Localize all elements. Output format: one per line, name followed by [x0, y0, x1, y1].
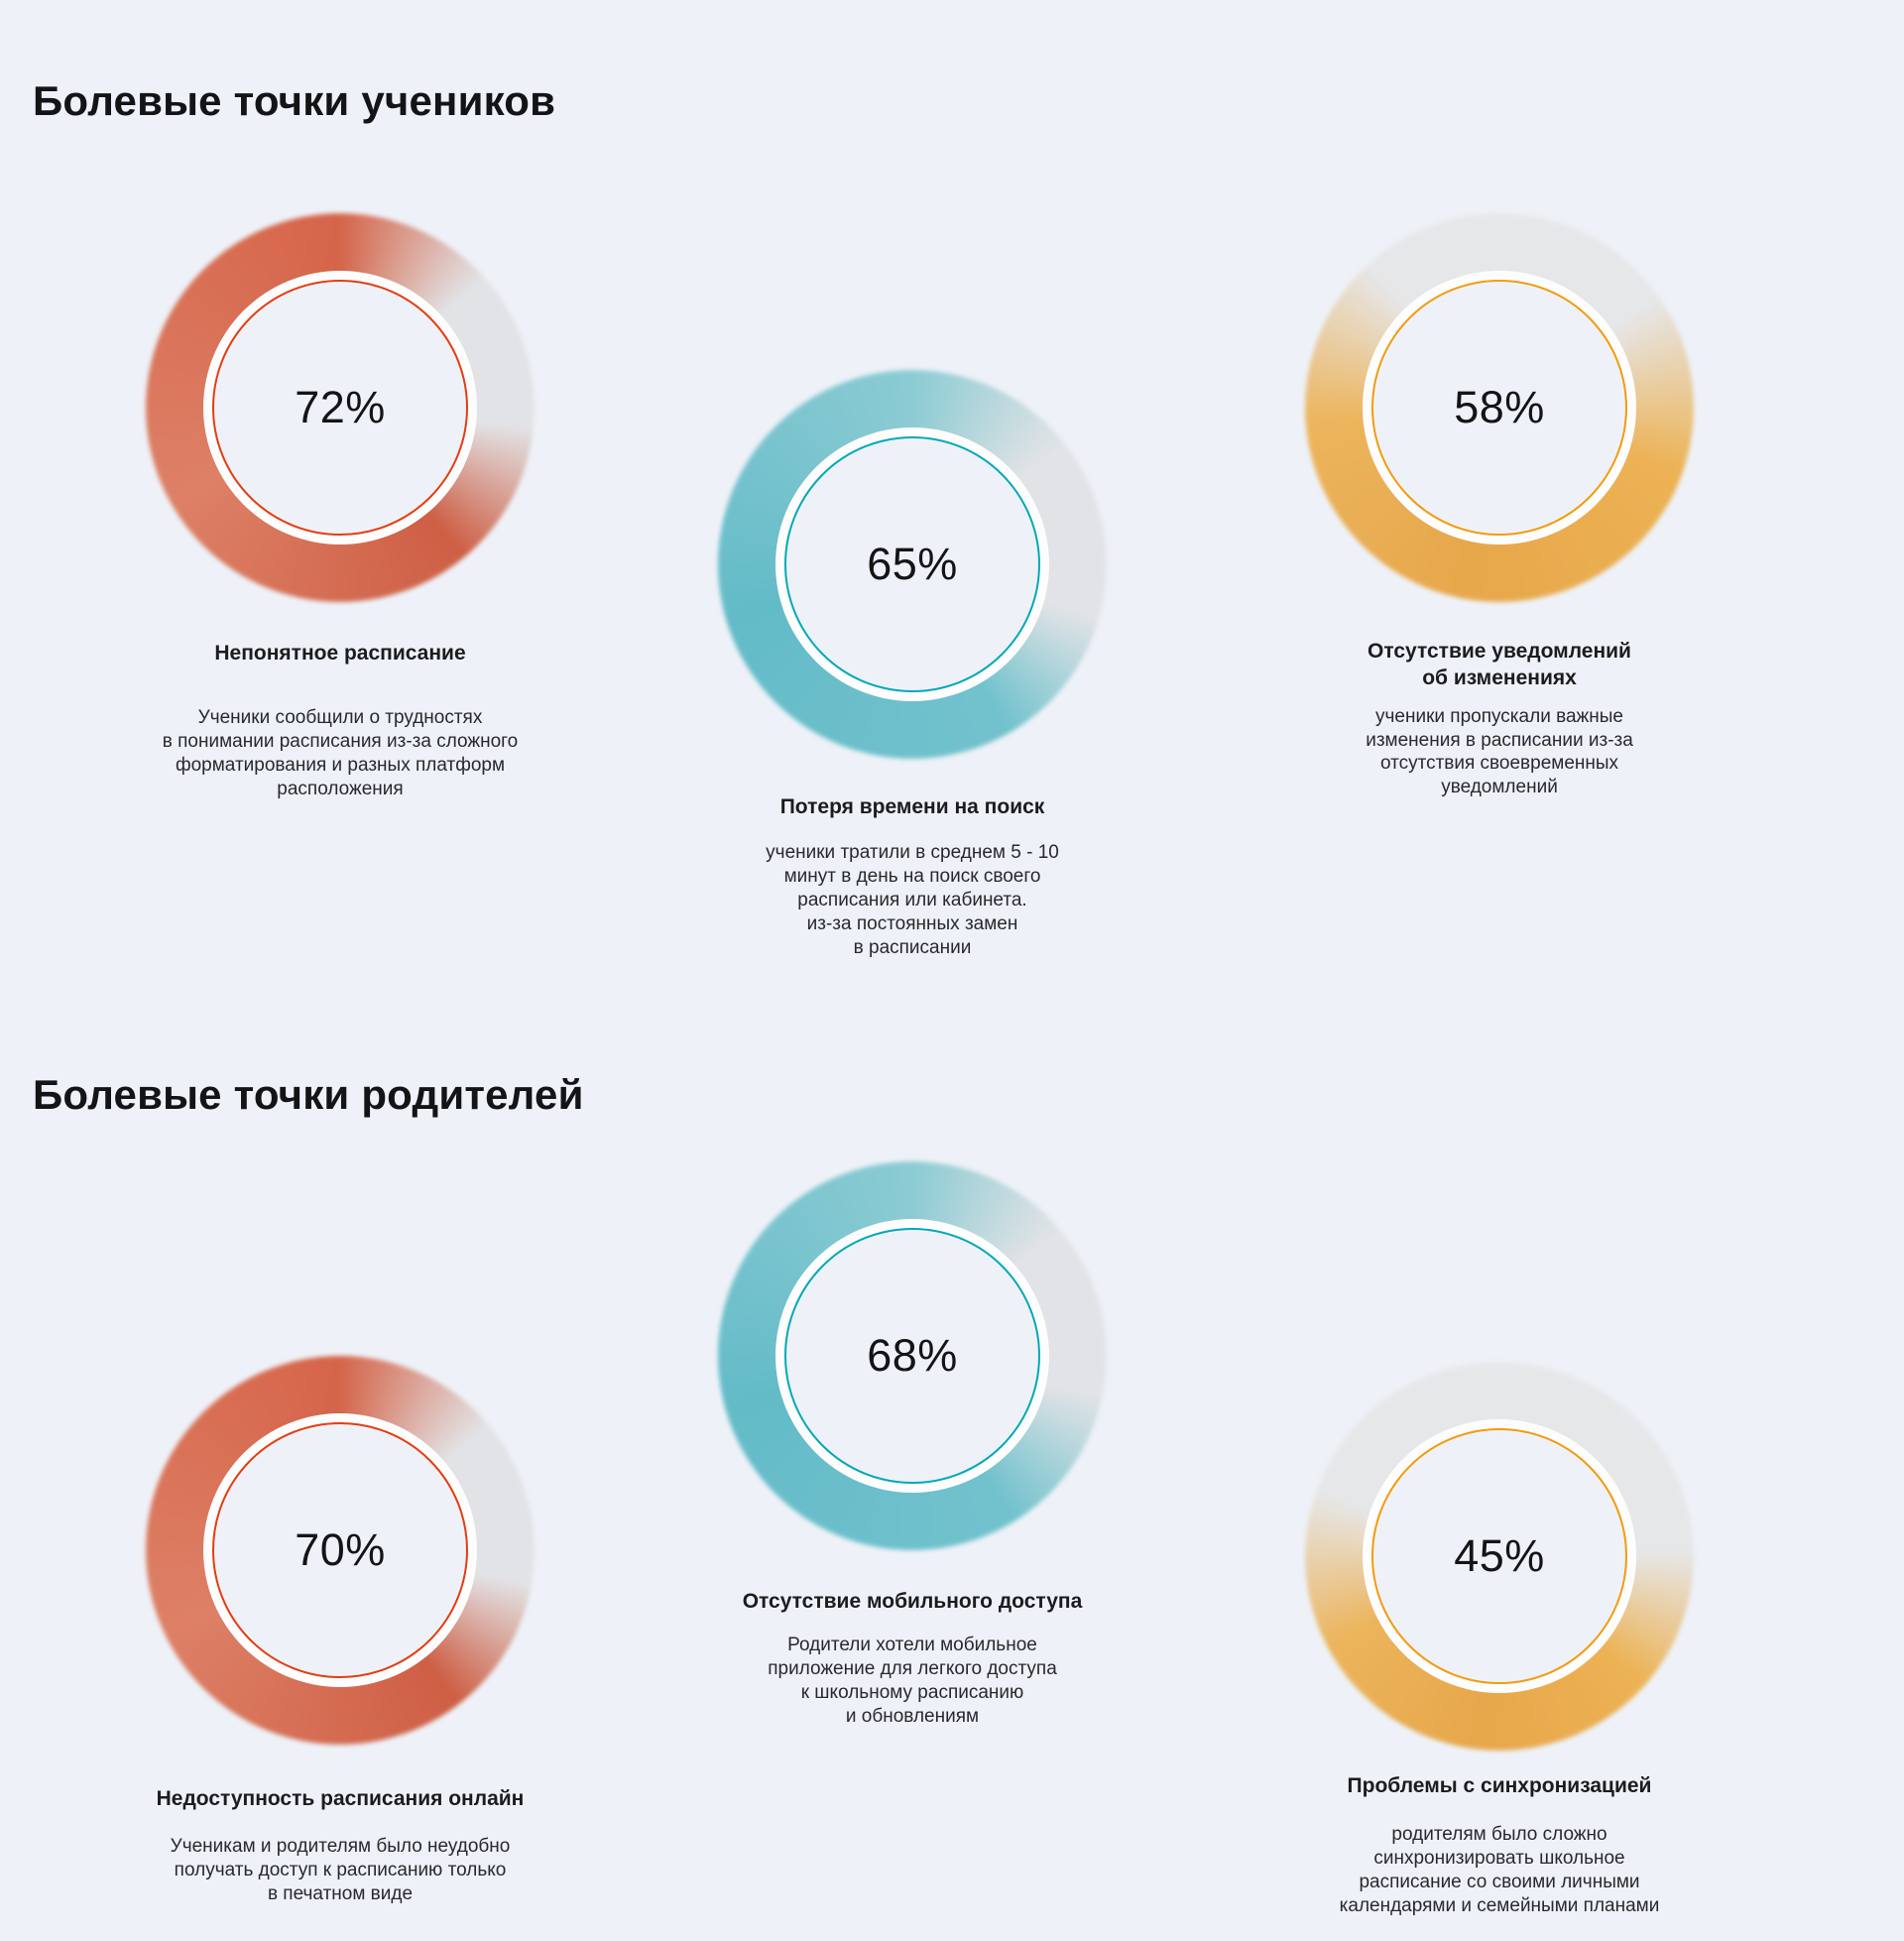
donut-inner-circle [784, 436, 1040, 692]
donut-inner-circle [784, 1228, 1040, 1484]
card-description: Ученики сообщили о трудностях в понимани… [162, 707, 519, 800]
donut-inner-circle [1371, 1428, 1627, 1684]
percent-value: 65% [867, 539, 958, 589]
pain-point-card: 68% Отсутствие мобильного доступа Родите… [674, 1161, 1150, 1729]
pain-point-card: 70% Недоступность расписания онлайн Учен… [102, 1356, 578, 1906]
section-title-parents: Болевые точки родителей [33, 1071, 584, 1119]
section-title-students: Болевые точки учеников [33, 77, 556, 125]
percent-value: 45% [1454, 1530, 1545, 1581]
pain-point-card: 65% Потеря времени на поиск ученики трат… [674, 370, 1150, 960]
pain-point-card: 58% Отсутствие уведомлений об изменениях… [1261, 213, 1737, 799]
card-description: Родители хотели мобильное приложение для… [768, 1635, 1057, 1728]
donut-chart-no-notifications: 58% [1305, 213, 1694, 602]
card-description: ученики пропускали важные изменения в ра… [1366, 705, 1633, 798]
pain-point-card: 72% Непонятное расписание Ученики сообщи… [102, 213, 578, 801]
percent-value: 68% [867, 1330, 958, 1381]
card-title: Проблемы с синхронизацией [1347, 1774, 1652, 1797]
card-title: Недоступность расписания онлайн [156, 1787, 525, 1810]
card-title: Отсутствие уведомлений об изменениях [1368, 640, 1631, 690]
donut-chart-no-online-schedule: 70% [146, 1356, 535, 1745]
percent-value: 58% [1454, 382, 1545, 432]
donut-inner-circle [212, 280, 468, 536]
percent-value: 72% [295, 382, 386, 432]
pain-point-card: 45% Проблемы с синхронизацией родителям … [1261, 1362, 1737, 1918]
card-description: Ученикам и родителям было неудобно получ… [170, 1836, 511, 1905]
donut-chart-sync-problems: 45% [1305, 1362, 1694, 1751]
donut-chart-unclear-schedule: 72% [146, 213, 535, 602]
donut-inner-circle [212, 1422, 468, 1678]
card-description: ученики тратили в среднем 5 - 10 минут в… [766, 842, 1059, 959]
card-title: Непонятное расписание [214, 642, 466, 665]
card-title: Потеря времени на поиск [779, 795, 1045, 818]
percent-value: 70% [295, 1524, 386, 1575]
card-description: родителям было сложно синхронизировать ш… [1339, 1824, 1660, 1917]
donut-inner-circle [1371, 280, 1627, 536]
card-title: Отсутствие мобильного доступа [742, 1590, 1083, 1613]
donut-chart-no-mobile-access: 68% [718, 1161, 1107, 1550]
donut-chart-time-lost: 65% [718, 370, 1107, 759]
